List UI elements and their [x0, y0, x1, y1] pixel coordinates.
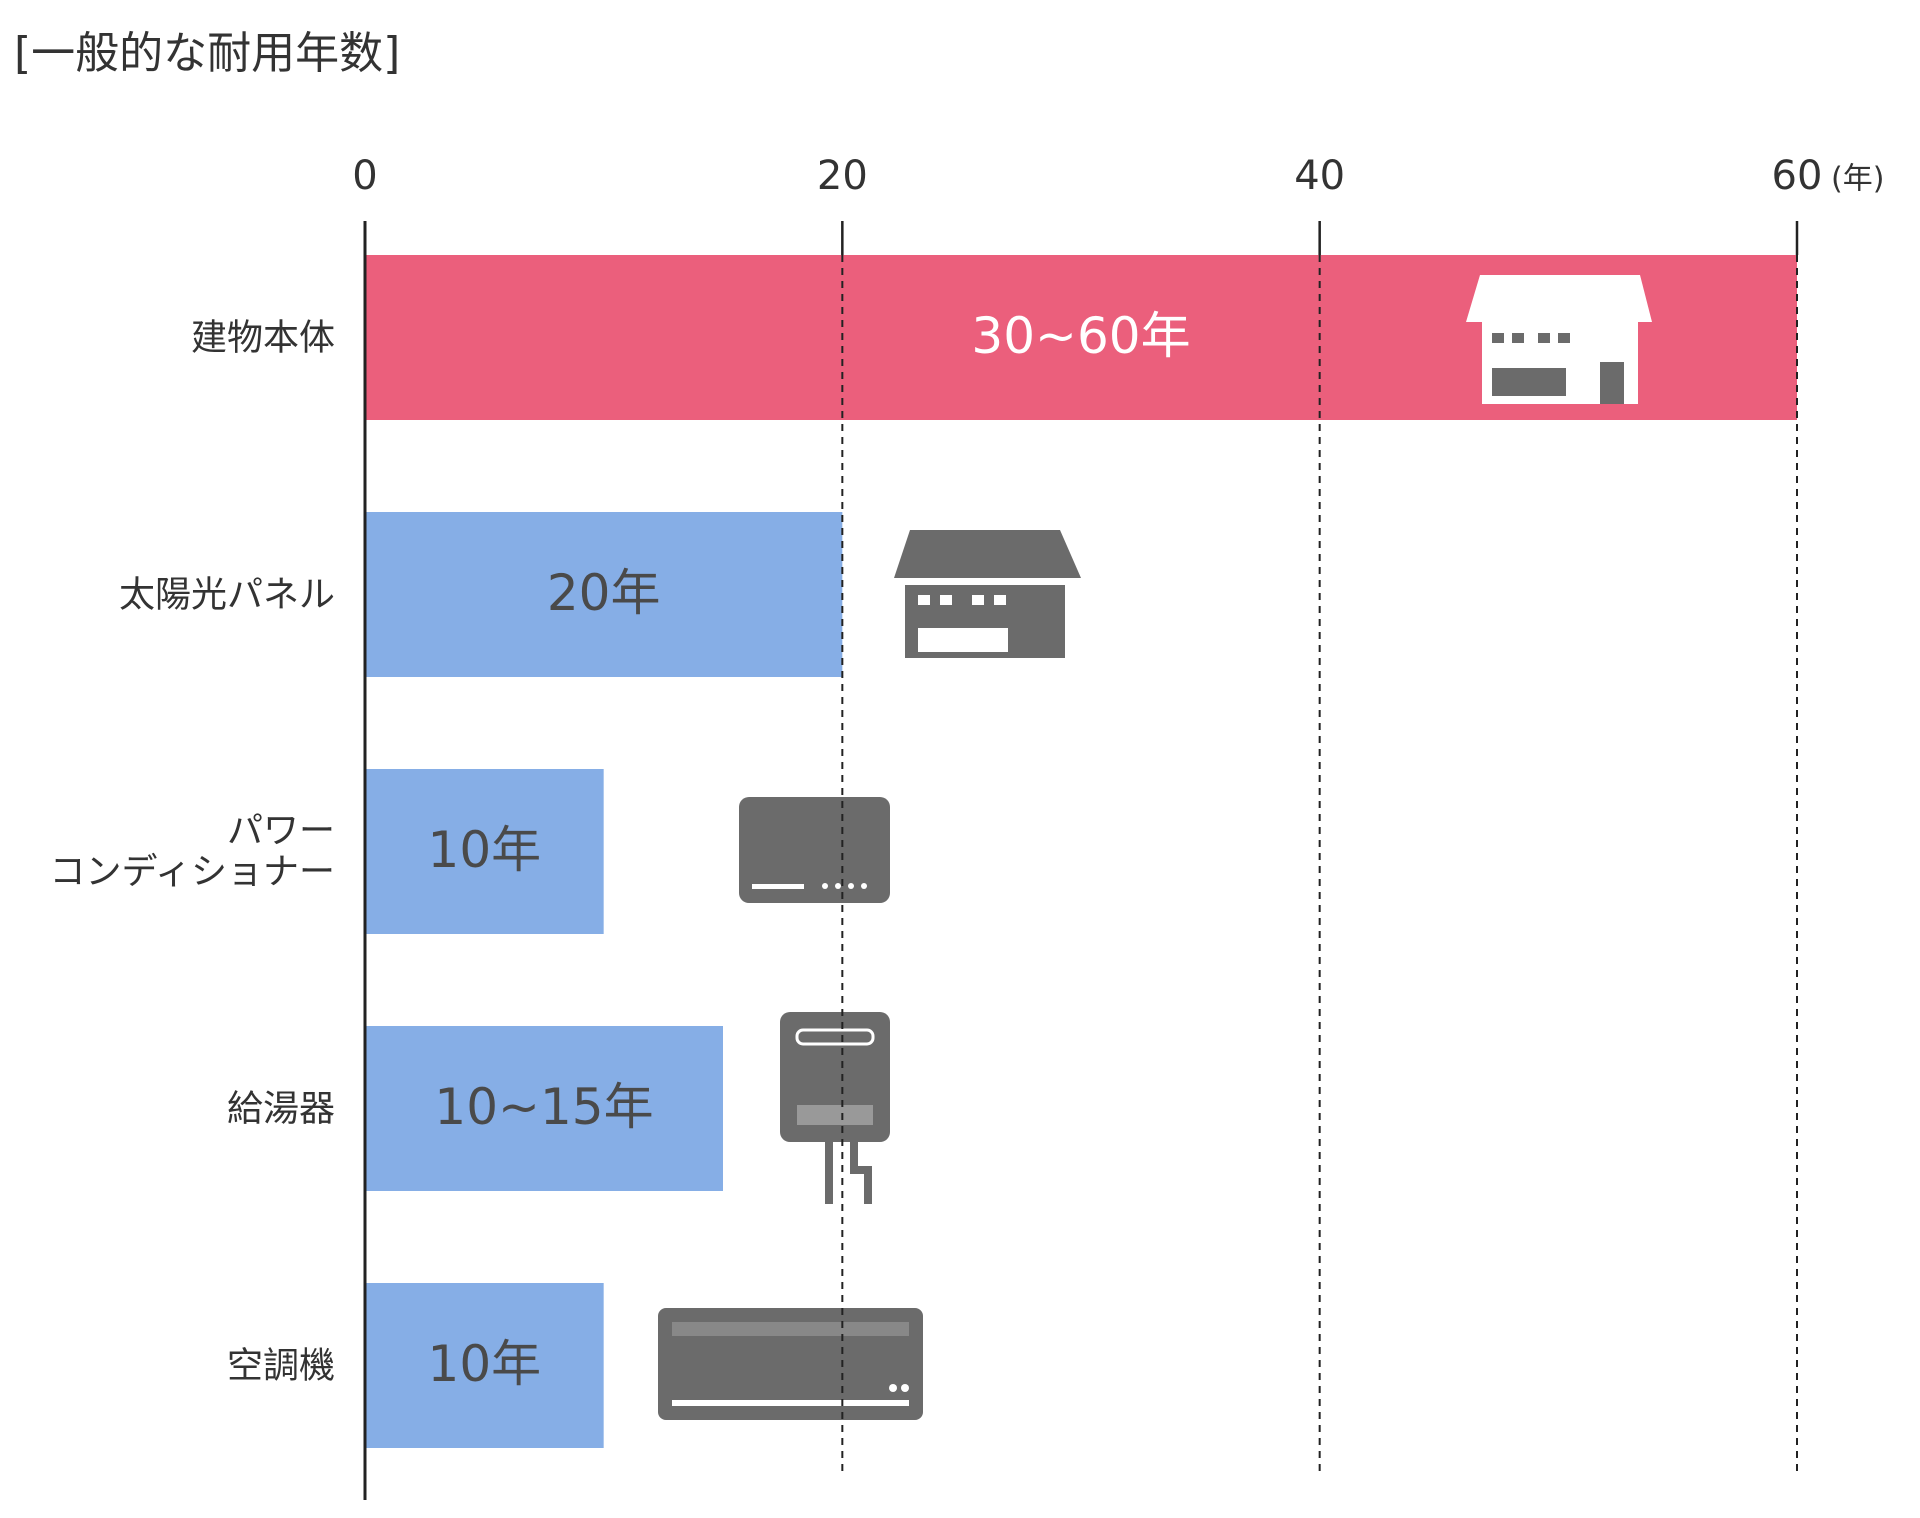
category-label: 空調機 — [226, 1344, 335, 1386]
category-label: 給湯器 — [226, 1087, 335, 1129]
category-label: 太陽光パネル — [118, 573, 335, 615]
value-label: 10年 — [428, 1335, 542, 1393]
category-label: 建物本体 — [190, 316, 335, 358]
x-tick-label: 20 — [817, 153, 868, 199]
bar — [365, 769, 604, 934]
x-tick-label: 0 — [352, 153, 377, 199]
icons — [658, 275, 1652, 1420]
x-tick-label: 60 — [1772, 153, 1823, 199]
chart-title: [一般的な耐用年数] — [14, 28, 400, 79]
value-label: 10~15年 — [434, 1078, 653, 1136]
air-conditioner-icon — [658, 1308, 923, 1420]
house-icon — [1466, 275, 1652, 404]
water-heater-icon — [780, 1012, 890, 1204]
solar-house-icon — [894, 530, 1081, 658]
bar — [365, 1283, 604, 1448]
x-tick-label: 40 — [1294, 153, 1345, 199]
value-label: 20年 — [547, 564, 661, 622]
bar — [365, 1026, 723, 1191]
power-conditioner-icon — [739, 797, 890, 903]
category-label: パワー コンディショナー — [49, 810, 335, 893]
value-label: 30~60年 — [971, 307, 1190, 365]
value-label: 10年 — [428, 821, 542, 879]
bar — [365, 512, 843, 677]
x-unit-label: (年) — [1831, 162, 1884, 197]
